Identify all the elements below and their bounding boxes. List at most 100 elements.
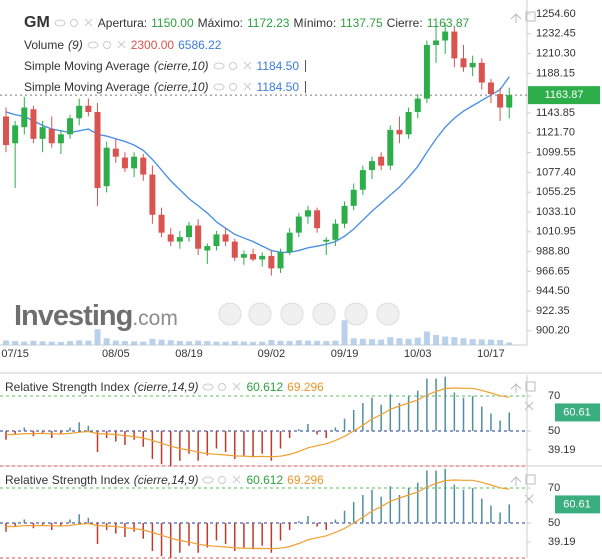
volume-bar [12, 341, 19, 345]
y-tick-label: 50 [548, 517, 560, 529]
candle-body [12, 125, 19, 144]
candle-body [176, 237, 183, 242]
volume-bar [396, 338, 403, 345]
candle-body [204, 246, 211, 251]
candle-body [240, 254, 247, 258]
indicator-value: 60.612 [246, 473, 284, 487]
volume-bar [378, 339, 385, 345]
candle-body [478, 62, 485, 83]
volume-legend: Volume (9) 2300.00 6586.22 [24, 38, 221, 52]
volume-bar [103, 338, 110, 345]
volume-bar [231, 341, 238, 345]
x-tick-label: 09/02 [258, 348, 286, 360]
sma-legend: Simple Moving Average (cierre,10) 1184.50 [24, 80, 307, 94]
indicator-name: Relative Strength Index [5, 473, 130, 487]
volume-bar [314, 340, 321, 345]
indicator-name: Volume [24, 38, 65, 52]
volume-bar [21, 341, 28, 345]
y-tick-label: 900.20 [536, 325, 570, 337]
y-tick-label: 1254.60 [536, 8, 576, 20]
volume-bar [176, 340, 183, 345]
y-tick-label: 1210.30 [536, 48, 576, 60]
candle-body [140, 157, 147, 175]
volume-bar [268, 339, 275, 345]
legend-icons[interactable] [202, 475, 242, 485]
candle-body [304, 210, 311, 217]
volume-bar [48, 341, 55, 345]
candle-body [469, 62, 476, 68]
volume-bar [478, 339, 485, 345]
candle-body [67, 118, 74, 135]
indicator-name: Simple Moving Average [24, 59, 150, 73]
volume-bar [85, 340, 92, 345]
indicator-value: 1184.50 [256, 59, 300, 73]
y-tick-label: 1055.25 [536, 186, 576, 198]
candle-body [451, 31, 458, 59]
indicator-params: (cierre,10) [153, 80, 209, 94]
candle-body [21, 107, 28, 128]
legend-icons[interactable] [213, 61, 253, 71]
y-tick-label: 988.80 [536, 246, 570, 258]
indicator-value: 2300.00 [130, 38, 175, 52]
volume-bar [30, 340, 37, 345]
candle-body [314, 210, 321, 229]
indicator-value: 69.296 [287, 473, 324, 487]
volume-bar [121, 341, 128, 345]
volume-bar [387, 337, 394, 345]
last-value-label: 60.61 [563, 498, 591, 510]
volume-bar [369, 339, 375, 345]
y-tick-label: 1099.55 [536, 147, 576, 159]
y-tick-label: 1121.70 [536, 127, 575, 139]
legend-icons[interactable] [213, 82, 253, 92]
volume-bar [332, 340, 339, 345]
candle-body [423, 44, 430, 99]
candle-body [359, 170, 366, 190]
candle-body [94, 111, 101, 188]
candle-body [378, 156, 385, 166]
candle-body [186, 225, 192, 238]
candle-body [387, 129, 394, 166]
candle-body [231, 241, 238, 258]
ohlc-value: 1172.23 [246, 16, 290, 30]
candle-body [103, 147, 110, 187]
volume-bar [186, 341, 192, 345]
indicator-value: 69.296 [287, 380, 324, 394]
volume-bar [304, 340, 311, 345]
candle-body [213, 234, 220, 247]
y-tick-label: 1077.40 [536, 166, 576, 178]
candle-body [195, 225, 202, 249]
volume-bar [497, 339, 504, 345]
candle-body [277, 252, 284, 269]
volume-bar [469, 339, 476, 345]
nav-buttons[interactable] [218, 302, 400, 326]
legend-icons[interactable] [202, 382, 242, 392]
rsi-legend: Relative Strength Index (cierre,14,9) 60.… [5, 380, 324, 394]
candle-body [112, 148, 119, 157]
candle-body [30, 109, 37, 139]
ohlc-label: Cierre: [386, 16, 423, 30]
volume-bar [259, 341, 266, 345]
volume-bar [57, 341, 64, 345]
sma-line [5, 76, 510, 253]
volume-bar [158, 339, 165, 345]
panel-icons[interactable] [510, 11, 536, 504]
candle-body [442, 31, 449, 41]
volume-bar [222, 341, 229, 345]
x-tick-label: 08/05 [102, 348, 130, 360]
y-tick-label: 1232.45 [536, 28, 576, 40]
volume-bar [3, 340, 9, 345]
legend-icons[interactable] [87, 40, 127, 50]
x-tick-label: 09/19 [331, 348, 359, 360]
y-tick-label: 1010.95 [536, 226, 576, 238]
candle-body [350, 189, 357, 206]
volume-bar [94, 329, 101, 345]
volume-bar [39, 341, 46, 345]
volume-bar [433, 334, 440, 345]
last-value-label: 60.61 [563, 406, 591, 418]
volume-bar [405, 338, 412, 345]
legend-icons[interactable] [54, 18, 94, 28]
candle-body [39, 127, 46, 139]
volume-bar [323, 341, 330, 345]
